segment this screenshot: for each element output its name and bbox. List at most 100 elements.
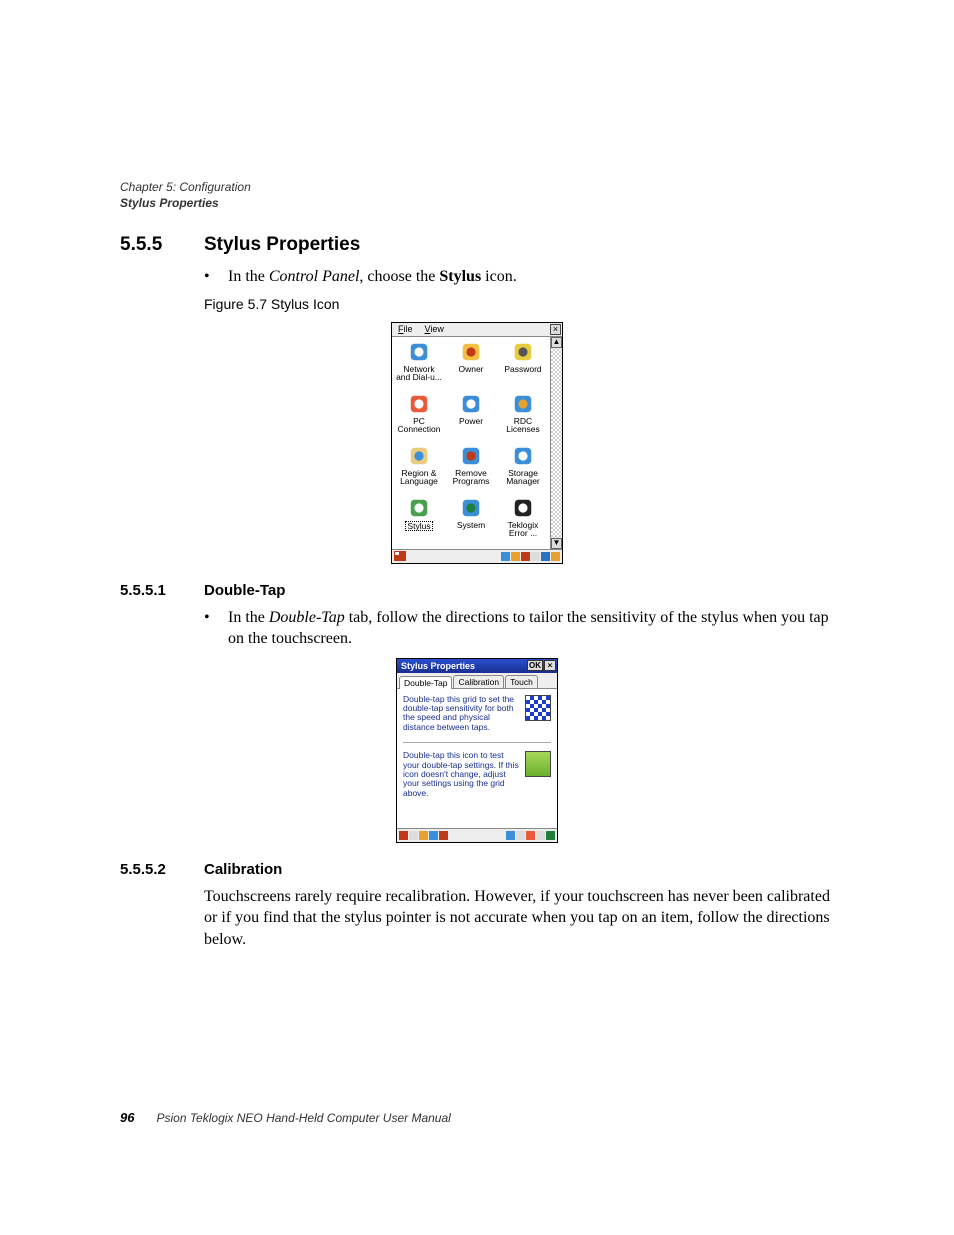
stylus-properties-window: Stylus Properties OK × Double-TapCalibra… bbox=[396, 658, 558, 843]
applet-icon bbox=[460, 393, 482, 415]
section-title: Stylus Properties bbox=[204, 234, 360, 256]
control-panel-item[interactable]: Owner bbox=[446, 341, 496, 391]
tray-icon[interactable] bbox=[501, 552, 510, 561]
applet-icon bbox=[408, 445, 430, 467]
taskbar-left-icons bbox=[399, 831, 448, 840]
applet-icon bbox=[460, 341, 482, 363]
tray-icon[interactable] bbox=[551, 552, 560, 561]
tray-icon[interactable] bbox=[516, 831, 525, 840]
double-tap-grid-icon[interactable] bbox=[525, 695, 551, 721]
control-panel-item[interactable]: Power bbox=[446, 393, 496, 443]
chapter-section-line: Stylus Properties bbox=[120, 196, 834, 210]
tray-icon[interactable] bbox=[399, 831, 408, 840]
figure-caption: Figure 5.7 Stylus Icon bbox=[204, 296, 834, 312]
tray-icon[interactable] bbox=[531, 552, 540, 561]
menu-view-rest: iew bbox=[430, 324, 444, 334]
menu-view[interactable]: View bbox=[419, 324, 450, 334]
control-panel-item[interactable]: RDC Licenses bbox=[498, 393, 548, 443]
page-footer: 96 Psion Teklogix NEO Hand-Held Computer… bbox=[120, 1110, 451, 1125]
control-panel-item[interactable]: Network and Dial-u... bbox=[394, 341, 444, 391]
instruction-text-1: Double-tap this grid to set the double-t… bbox=[403, 695, 519, 732]
tray-icon[interactable] bbox=[419, 831, 428, 840]
tray-icon[interactable] bbox=[541, 552, 550, 561]
control-panel-item[interactable]: Teklogix Error ... bbox=[498, 497, 548, 547]
applet-icon bbox=[408, 497, 430, 519]
title-bar: Stylus Properties OK × bbox=[397, 659, 557, 673]
subsection-title: Double-Tap bbox=[204, 582, 285, 599]
chapter-line: Chapter 5: Configuration bbox=[120, 180, 834, 194]
scrollbar[interactable]: ▲ ▼ bbox=[550, 337, 562, 549]
tray-icon[interactable] bbox=[429, 831, 438, 840]
tab-doubletap[interactable]: Double-Tap bbox=[399, 676, 452, 689]
applet-label: Password bbox=[504, 365, 541, 374]
start-icon[interactable] bbox=[394, 551, 406, 561]
body-paragraph: Touchscreens rarely require recalibratio… bbox=[204, 886, 834, 951]
applet-label: Network and Dial-u... bbox=[396, 365, 442, 382]
applet-label: Teklogix Error ... bbox=[508, 521, 539, 538]
taskbar bbox=[397, 828, 557, 842]
control-panel-item[interactable]: PC Connection bbox=[394, 393, 444, 443]
applet-icon bbox=[512, 393, 534, 415]
tray-icon[interactable] bbox=[511, 552, 520, 561]
ok-button[interactable]: OK bbox=[527, 660, 543, 671]
double-tap-test-icon[interactable] bbox=[525, 751, 551, 777]
tray-icon[interactable] bbox=[526, 831, 535, 840]
divider bbox=[403, 742, 551, 743]
control-panel-item[interactable]: System bbox=[446, 497, 496, 547]
applet-label: System bbox=[457, 521, 485, 530]
control-panel-window: File View × Network and Dial-u... Owner Pa… bbox=[391, 322, 563, 564]
control-panel-item[interactable]: Remove Programs bbox=[446, 445, 496, 495]
applet-icon bbox=[512, 341, 534, 363]
tab-bar: Double-TapCalibrationTouch bbox=[397, 673, 557, 689]
applet-icon bbox=[460, 445, 482, 467]
control-panel-grid: Network and Dial-u... Owner Password PC Con… bbox=[392, 337, 550, 549]
tray-icon[interactable] bbox=[409, 831, 418, 840]
applet-icon bbox=[512, 445, 534, 467]
footer-text: Psion Teklogix NEO Hand-Held Computer Us… bbox=[156, 1111, 450, 1125]
subsection-title: Calibration bbox=[204, 861, 282, 878]
close-button[interactable]: × bbox=[550, 324, 561, 335]
tray-icon[interactable] bbox=[546, 831, 555, 840]
control-panel-item[interactable]: Stylus bbox=[394, 497, 444, 547]
subsection-number: 5.5.5.2 bbox=[120, 861, 180, 878]
menu-file[interactable]: File bbox=[392, 324, 419, 334]
window-title: Stylus Properties bbox=[401, 661, 475, 671]
subsection-number: 5.5.5.1 bbox=[120, 582, 180, 599]
applet-label: Power bbox=[459, 417, 483, 426]
tray-icon[interactable] bbox=[521, 552, 530, 561]
bullet-text: In the Double-Tap tab, follow the direct… bbox=[228, 607, 834, 650]
system-tray bbox=[501, 552, 560, 561]
page-number: 96 bbox=[120, 1110, 134, 1125]
taskbar bbox=[392, 549, 562, 563]
applet-icon bbox=[408, 393, 430, 415]
bullet-text: In the Control Panel, choose the Stylus … bbox=[228, 266, 517, 288]
tray-icon[interactable] bbox=[506, 831, 515, 840]
bullet-marker: • bbox=[204, 607, 214, 650]
tray-icon[interactable] bbox=[536, 831, 545, 840]
bullet-item: • In the Double-Tap tab, follow the dire… bbox=[204, 607, 834, 650]
instruction-text-2: Double-tap this icon to test your double… bbox=[403, 751, 519, 798]
applet-label: RDC Licenses bbox=[506, 417, 540, 434]
tab-calibration[interactable]: Calibration bbox=[453, 675, 504, 688]
scroll-down-button[interactable]: ▼ bbox=[551, 538, 562, 549]
tab-touch[interactable]: Touch bbox=[505, 675, 538, 688]
control-panel-item[interactable]: Password bbox=[498, 341, 548, 391]
bullet-item: • In the Control Panel, choose the Stylu… bbox=[204, 266, 834, 288]
taskbar-right-icons bbox=[506, 831, 555, 840]
applet-label: PC Connection bbox=[397, 417, 440, 434]
control-panel-item[interactable]: Storage Manager bbox=[498, 445, 548, 495]
tray-icon[interactable] bbox=[439, 831, 448, 840]
menu-bar: File View × bbox=[392, 323, 562, 337]
bullet-marker: • bbox=[204, 266, 214, 288]
close-button[interactable]: × bbox=[544, 660, 556, 671]
applet-label: Storage Manager bbox=[506, 469, 540, 486]
control-panel-item[interactable]: Region & Language bbox=[394, 445, 444, 495]
section-number: 5.5.5 bbox=[120, 234, 180, 256]
applet-icon bbox=[460, 497, 482, 519]
applet-icon bbox=[512, 497, 534, 519]
scroll-up-button[interactable]: ▲ bbox=[551, 337, 562, 348]
applet-label: Owner bbox=[458, 365, 483, 374]
applet-label: Stylus bbox=[405, 521, 432, 532]
applet-label: Region & Language bbox=[400, 469, 438, 486]
applet-label: Remove Programs bbox=[453, 469, 490, 486]
